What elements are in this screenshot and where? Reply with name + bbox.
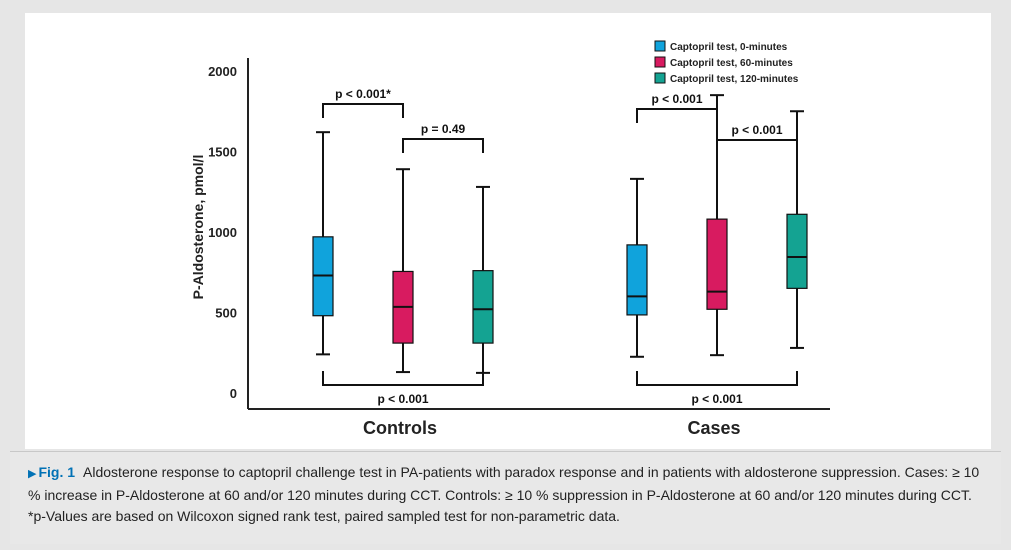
significance-bracket	[322, 371, 484, 386]
plot-panel: 0 500 1000 1500 2000 P-Aldosterone, pmol/l Con…	[25, 13, 991, 449]
box	[472, 270, 494, 344]
legend-swatch	[654, 72, 666, 84]
caption-arrow-icon: ▶	[28, 468, 37, 480]
figure-frame: 0 500 1000 1500 2000 P-Aldosterone, pmol/l Con…	[10, 8, 1001, 451]
y-axis-label: P-Aldosterone, pmol/l	[190, 155, 206, 300]
legend-label: Captopril test, 0-minutes	[670, 42, 788, 53]
figure-label: Fig. 1	[38, 464, 76, 480]
significance-bracket	[636, 371, 798, 386]
significance-bracket	[716, 139, 798, 154]
caption-body: Aldosterone response to captopril challe…	[28, 464, 980, 524]
p-value-label: p < 0.001	[651, 92, 702, 106]
legend-label: Captopril test, 120-minutes	[670, 74, 799, 85]
legend-swatch	[654, 40, 666, 52]
p-value-label: p = 0.49	[421, 122, 466, 136]
y-tick-label: 500	[215, 306, 237, 321]
y-tick-label: 0	[230, 386, 237, 401]
y-tick-label: 1000	[208, 225, 237, 240]
legend-swatch	[654, 56, 666, 68]
caption-text: ▶ Fig. 1 Aldosterone response to captopril…	[28, 462, 983, 527]
p-value-label: p < 0.001	[731, 123, 782, 137]
box	[626, 244, 648, 316]
boxplot-chart: 0 500 1000 1500 2000 P-Aldosterone, pmol/l Con…	[190, 40, 830, 438]
y-tick-label: 1500	[208, 145, 237, 160]
significance-bracket	[402, 138, 484, 153]
y-tick-label: 2000	[208, 64, 237, 79]
legend-label: Captopril test, 60-minutes	[670, 58, 793, 69]
significance-bracket	[322, 103, 404, 118]
p-value-label: p < 0.001	[377, 392, 428, 406]
box	[706, 218, 728, 310]
x-group-label: Cases	[687, 418, 740, 438]
p-value-label: p < 0.001*	[335, 87, 391, 101]
box	[786, 213, 808, 289]
significance-bracket	[636, 108, 718, 123]
p-value-label: p < 0.001	[691, 392, 742, 406]
x-group-label: Controls	[363, 418, 437, 438]
figure-caption: ▶ Fig. 1 Aldosterone response to captopril…	[10, 451, 1001, 544]
